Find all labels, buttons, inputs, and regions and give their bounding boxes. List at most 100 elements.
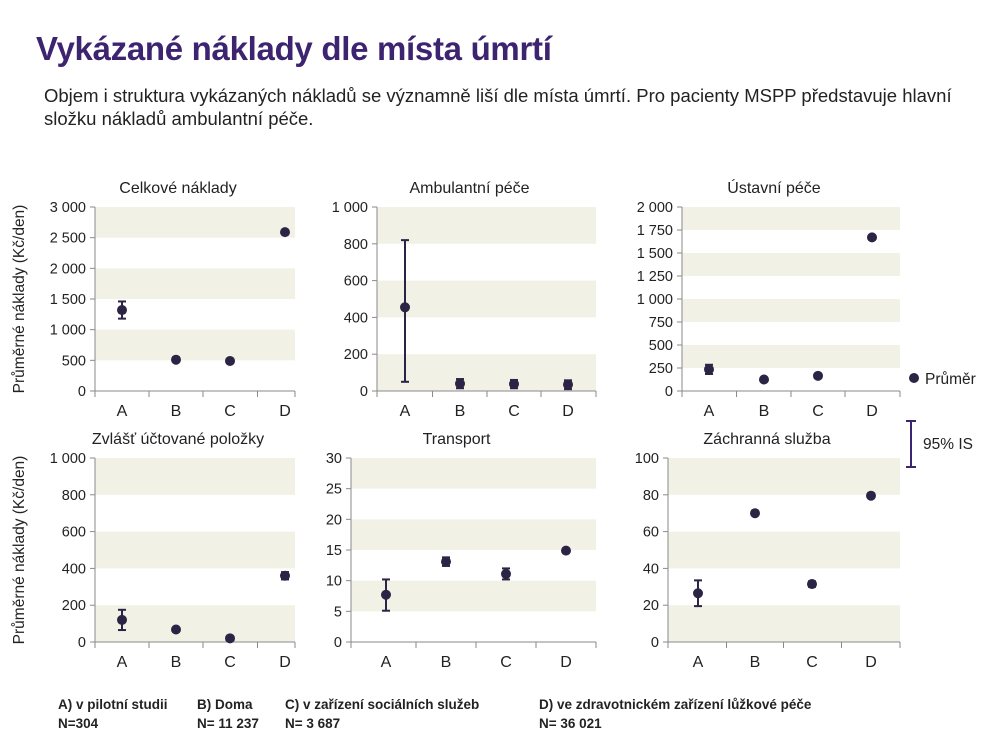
y-tick-label: 500 (62, 353, 86, 369)
y-tick-label: 2 000 (637, 200, 673, 216)
chart-panel-2: 0 200 400 600 800 1 000 A B C D Ambulantní péče (332, 180, 597, 420)
page-title: Vykázané náklady dle místa úmrtí (36, 30, 552, 67)
plot-band (95, 458, 295, 495)
y-tick-label: 0 (334, 635, 342, 651)
y-tick-label: 500 (649, 338, 673, 354)
chart-title: Zvlášť účtované položky (92, 431, 264, 448)
plot-band (95, 531, 295, 569)
chart-title: Celkové náklady (119, 180, 236, 197)
mean-point (807, 579, 817, 590)
plot-band (351, 580, 596, 612)
y-tick-label: 750 (649, 315, 673, 331)
y-tick-label: 100 (635, 451, 659, 467)
y-tick-label: 1 000 (50, 451, 86, 467)
x-tick-label: D (279, 654, 291, 671)
y-tick-label: 1 000 (637, 292, 673, 308)
y-tick-label: 200 (62, 598, 86, 614)
x-tick-label: B (171, 654, 182, 671)
y-tick-label: 25 (326, 482, 342, 498)
y-tick-label: 800 (62, 488, 86, 504)
mean-point (117, 614, 127, 625)
y-tick-label: 15 (326, 543, 342, 559)
y-tick-label: 0 (651, 635, 659, 651)
plot-band (668, 531, 900, 569)
y-tick-label: 2 000 (50, 261, 86, 277)
y-tick-label: 0 (360, 384, 368, 400)
mean-point (171, 624, 181, 635)
legend-mean-marker (909, 373, 919, 383)
y-tick-label: 600 (344, 274, 368, 290)
chart-title: Ambulantní péče (409, 180, 529, 197)
y-axis-title-top: Průměrné náklady (Kč/den) (11, 205, 28, 394)
y-tick-label: 0 (78, 384, 86, 400)
y-tick-label: 200 (344, 347, 368, 363)
y-tick-label: 20 (326, 512, 342, 528)
chart-panel-3: 0 250 500 750 1 000 1 250 1 500 1 750 2 000 A B C D Ú… (637, 178, 901, 420)
plot-band (682, 345, 900, 368)
chart-panel-6: 0 20 40 60 80 100 A B C D Záchranná služba (635, 431, 901, 671)
x-tick-label: D (866, 403, 878, 420)
x-tick-label: A (400, 403, 411, 420)
mean-point (563, 379, 573, 390)
x-tick-label: B (441, 654, 452, 671)
mean-point (561, 545, 571, 556)
plot-band (668, 605, 900, 642)
x-tick-label: C (500, 654, 512, 671)
y-tick-label: 1 250 (637, 269, 673, 285)
mean-point (750, 508, 760, 519)
mean-point (400, 302, 410, 313)
y-tick-label: 30 (326, 451, 342, 467)
x-tick-label: D (865, 654, 877, 671)
plot-band (95, 207, 295, 238)
mean-point (509, 379, 519, 390)
chart-panel-4: 0 200 400 600 800 1 000 A B C D Zvlášť účtované po… (50, 431, 296, 671)
y-tick-label: 60 (643, 525, 659, 541)
y-tick-label: 1 000 (50, 323, 86, 339)
plot-band (377, 207, 596, 244)
y-tick-label: 250 (649, 361, 673, 377)
y-tick-label: 40 (643, 561, 659, 577)
y-tick-label: 3 000 (50, 200, 86, 216)
x-tick-label: C (224, 654, 236, 671)
y-tick-label: 80 (643, 488, 659, 504)
mean-point (867, 232, 877, 243)
legend-mean-label: Průměr (925, 371, 976, 388)
mean-point (225, 633, 235, 644)
mean-point (225, 355, 235, 366)
mean-point (813, 370, 823, 381)
y-tick-label: 0 (665, 384, 673, 400)
y-tick-label: 20 (643, 598, 659, 614)
plot-band (351, 458, 596, 489)
x-tick-label: B (750, 654, 761, 671)
plot-band (95, 329, 295, 361)
plot-band (682, 253, 900, 276)
y-tick-label: 1 500 (637, 246, 673, 262)
x-tick-label: C (806, 654, 818, 671)
x-tick-label: A (117, 403, 128, 420)
plot-band (682, 207, 900, 230)
y-tick-label: 600 (62, 525, 86, 541)
page-subtitle: Objem i struktura vykázaných nákladů se … (44, 85, 952, 129)
y-tick-label: 0 (78, 635, 86, 651)
y-tick-label: 1 000 (332, 200, 368, 216)
mean-point (866, 490, 876, 501)
x-tick-label: A (381, 654, 392, 671)
y-tick-label: 5 (334, 604, 342, 620)
chart-panel-1: 0 500 1 000 1 500 2 000 2 500 3 000 A B C D Celkové… (50, 180, 296, 420)
mean-point (381, 589, 391, 600)
y-tick-label: 10 (326, 574, 342, 590)
mean-point (501, 568, 511, 579)
y-tick-label: 1 500 (50, 292, 86, 308)
mean-point (117, 305, 127, 316)
x-tick-label: C (224, 403, 236, 420)
x-tick-label: C (812, 403, 824, 420)
x-tick-label: D (562, 403, 574, 420)
x-tick-label: B (171, 403, 182, 420)
x-tick-label: B (455, 403, 466, 420)
chart-panel-5: 0 5 10 15 20 25 30 A B C D Transport (326, 431, 597, 671)
chart-title: Ústavní péče (727, 178, 820, 197)
mean-point (171, 354, 181, 365)
plot-band (95, 605, 295, 642)
legend-ci-label: 95% IS (923, 436, 973, 453)
y-tick-label: 1 750 (637, 223, 673, 239)
